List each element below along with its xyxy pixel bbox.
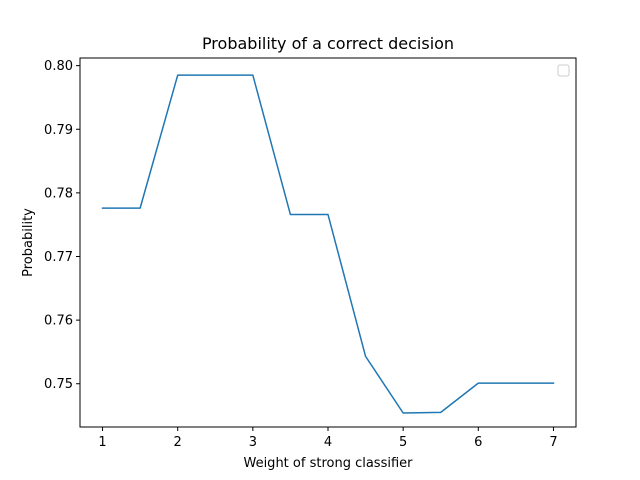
y-tick-label: 0.78 bbox=[44, 186, 73, 201]
y-axis-ticks: 0.75 0.76 0.77 0.78 0.79 0.80 bbox=[44, 59, 80, 392]
x-tick-label: 4 bbox=[324, 435, 332, 450]
y-tick-label: 0.79 bbox=[44, 123, 73, 138]
x-tick-label: 3 bbox=[249, 435, 257, 450]
y-tick-label: 0.76 bbox=[44, 314, 73, 329]
x-tick-label: 6 bbox=[474, 435, 482, 450]
y-tick-label: 0.77 bbox=[44, 250, 73, 265]
x-tick-label: 1 bbox=[98, 435, 106, 450]
chart-title: Probability of a correct decision bbox=[202, 34, 454, 53]
y-tick-label: 0.80 bbox=[44, 59, 73, 74]
y-tick-label: 0.75 bbox=[44, 377, 73, 392]
x-tick-label: 2 bbox=[174, 435, 182, 450]
x-axis-label: Weight of strong classifier bbox=[243, 456, 413, 471]
x-tick-label: 5 bbox=[399, 435, 407, 450]
x-axis-ticks: 1 2 3 4 5 6 7 bbox=[98, 427, 558, 450]
x-tick-label: 7 bbox=[549, 435, 557, 450]
legend-box bbox=[557, 64, 570, 77]
y-axis-label: Probability bbox=[21, 208, 36, 277]
plot-area bbox=[101, 74, 555, 414]
